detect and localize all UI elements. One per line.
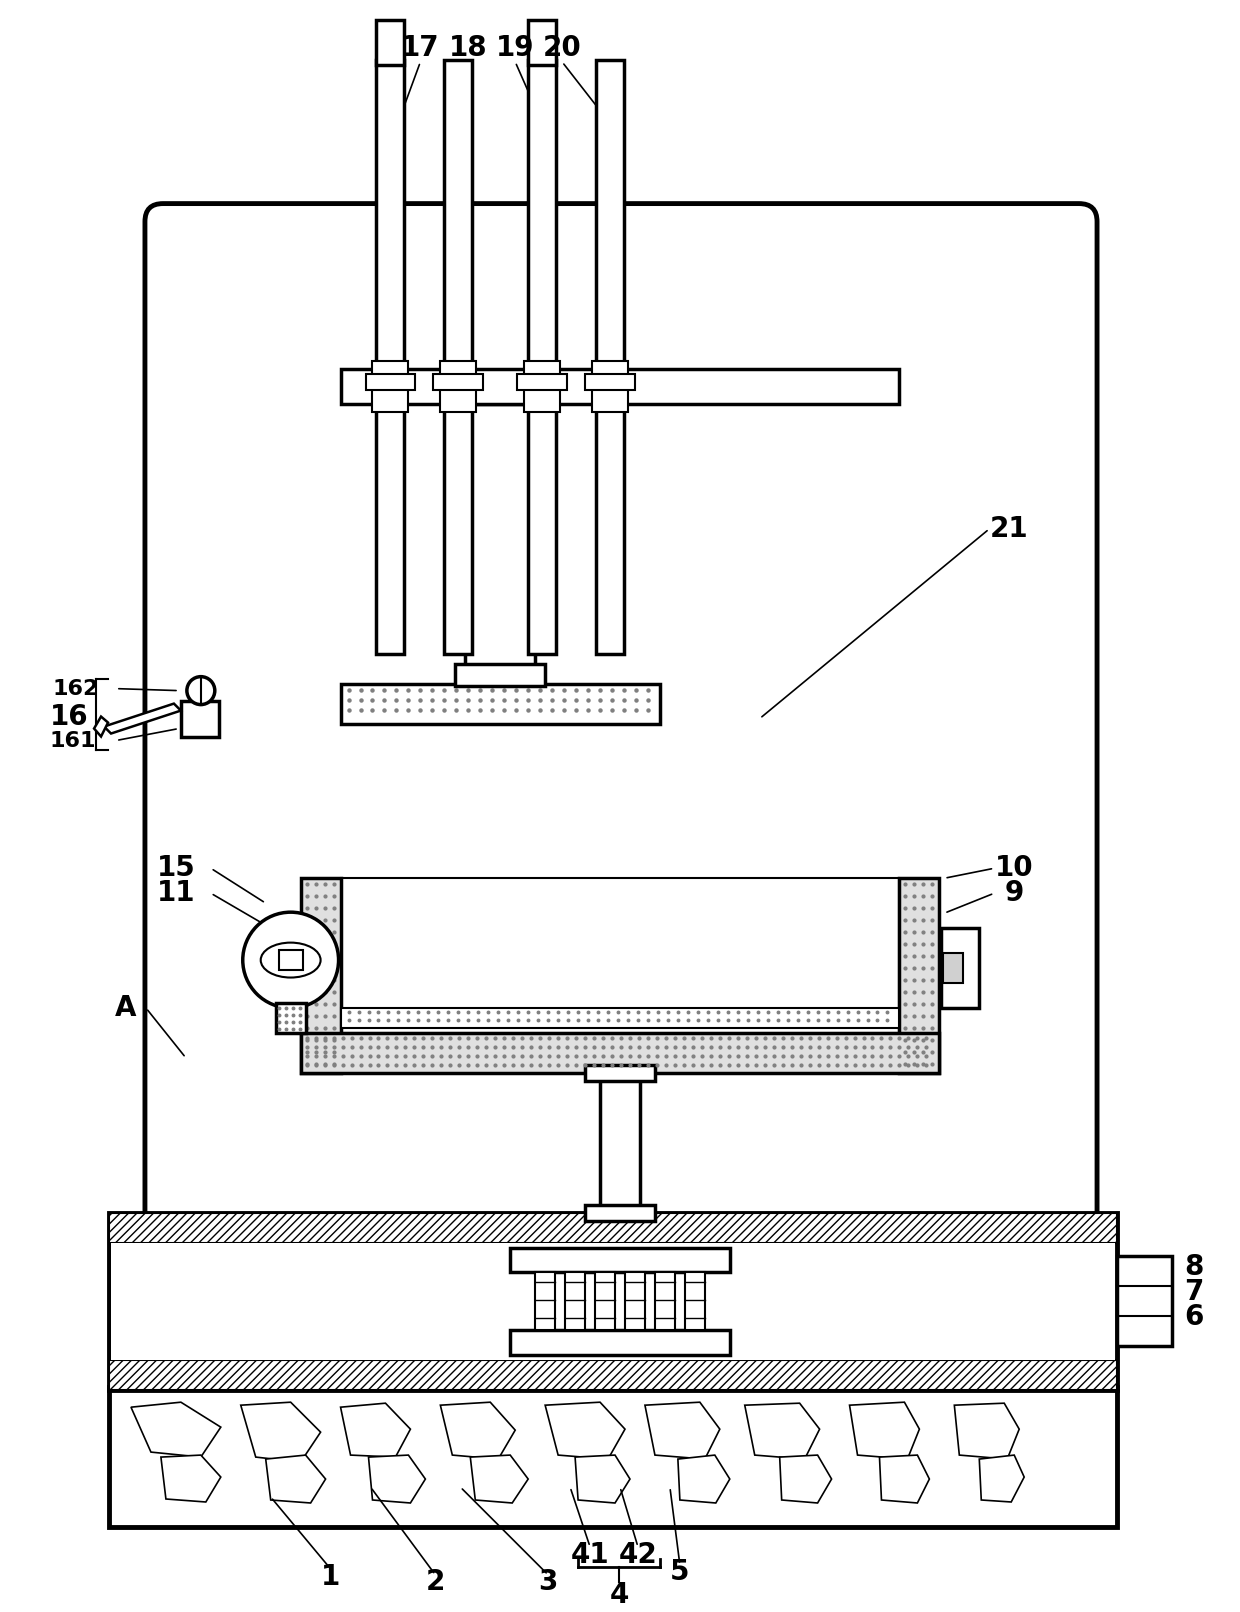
Text: 3: 3 <box>538 1568 558 1596</box>
Bar <box>536 1272 556 1330</box>
Text: 18: 18 <box>449 34 487 61</box>
Bar <box>596 405 624 654</box>
Bar <box>585 1066 655 1080</box>
Polygon shape <box>745 1402 820 1459</box>
Bar <box>377 19 404 64</box>
Text: 1: 1 <box>321 1564 340 1591</box>
Text: 9: 9 <box>1004 879 1024 908</box>
Polygon shape <box>265 1456 326 1502</box>
Polygon shape <box>645 1402 719 1459</box>
Polygon shape <box>94 717 108 737</box>
Polygon shape <box>546 1402 625 1459</box>
Bar <box>899 879 940 1074</box>
Bar <box>565 1272 585 1330</box>
Bar <box>109 1212 1117 1390</box>
Bar <box>655 1272 675 1330</box>
Bar <box>465 405 536 683</box>
Polygon shape <box>955 1402 1019 1459</box>
Bar <box>377 405 404 654</box>
Polygon shape <box>104 703 181 733</box>
Polygon shape <box>470 1456 528 1502</box>
Bar <box>455 664 546 685</box>
FancyBboxPatch shape <box>145 203 1097 1233</box>
Polygon shape <box>440 1402 515 1459</box>
Bar <box>596 60 624 369</box>
Text: 11: 11 <box>156 879 195 908</box>
Bar <box>510 1330 730 1356</box>
Bar <box>444 60 472 369</box>
Bar <box>600 1074 640 1212</box>
Polygon shape <box>980 1456 1024 1502</box>
Bar <box>109 1388 1117 1527</box>
Text: 161: 161 <box>50 730 97 751</box>
Bar <box>372 361 408 413</box>
Bar <box>595 1272 615 1330</box>
Bar <box>528 60 556 369</box>
Bar <box>300 1033 940 1074</box>
Text: A: A <box>115 995 136 1022</box>
Text: 21: 21 <box>990 514 1028 543</box>
Polygon shape <box>241 1402 321 1462</box>
Circle shape <box>243 912 339 1008</box>
Bar <box>585 374 635 390</box>
Bar <box>1117 1256 1172 1346</box>
Bar <box>109 1212 1117 1243</box>
Bar <box>510 1248 730 1272</box>
Bar <box>341 1008 899 1028</box>
Bar <box>517 374 567 390</box>
Bar <box>433 374 484 390</box>
Bar <box>275 1003 305 1033</box>
Bar <box>444 405 472 654</box>
Bar <box>366 374 415 390</box>
Bar <box>300 879 341 1074</box>
Bar <box>341 683 660 724</box>
Text: 4: 4 <box>609 1581 629 1609</box>
Ellipse shape <box>260 943 321 977</box>
Bar <box>440 361 476 413</box>
Text: 15: 15 <box>156 854 195 882</box>
Bar <box>525 361 560 413</box>
Bar <box>684 1272 704 1330</box>
Bar <box>941 929 980 1008</box>
Bar <box>112 1243 1115 1361</box>
Text: 41: 41 <box>570 1541 609 1568</box>
Text: 16: 16 <box>50 703 88 730</box>
Bar <box>585 1204 655 1220</box>
Polygon shape <box>879 1456 930 1502</box>
Polygon shape <box>678 1456 730 1502</box>
Bar <box>341 879 899 1033</box>
Text: 20: 20 <box>543 34 582 61</box>
Polygon shape <box>368 1456 425 1502</box>
Polygon shape <box>161 1456 221 1502</box>
Text: 10: 10 <box>994 854 1033 882</box>
Text: 5: 5 <box>670 1557 689 1586</box>
Polygon shape <box>131 1402 221 1457</box>
Text: 162: 162 <box>53 679 99 698</box>
Polygon shape <box>780 1456 832 1502</box>
Polygon shape <box>575 1456 630 1502</box>
Bar <box>591 361 627 413</box>
Text: 42: 42 <box>619 1541 657 1568</box>
Circle shape <box>187 677 215 704</box>
Bar <box>625 1272 645 1330</box>
Polygon shape <box>849 1402 919 1459</box>
Text: 2: 2 <box>425 1568 445 1596</box>
Bar <box>279 949 303 970</box>
Bar <box>944 953 963 983</box>
Bar <box>528 405 556 654</box>
Text: 8: 8 <box>1184 1254 1204 1282</box>
Bar <box>377 60 404 369</box>
Bar <box>109 1361 1117 1390</box>
Text: 6: 6 <box>1184 1304 1204 1332</box>
Text: 17: 17 <box>401 34 440 61</box>
Text: 7: 7 <box>1184 1278 1204 1306</box>
Polygon shape <box>341 1402 410 1457</box>
Text: 19: 19 <box>496 34 534 61</box>
Bar <box>341 369 899 405</box>
Bar <box>181 701 218 737</box>
Bar <box>528 19 556 64</box>
